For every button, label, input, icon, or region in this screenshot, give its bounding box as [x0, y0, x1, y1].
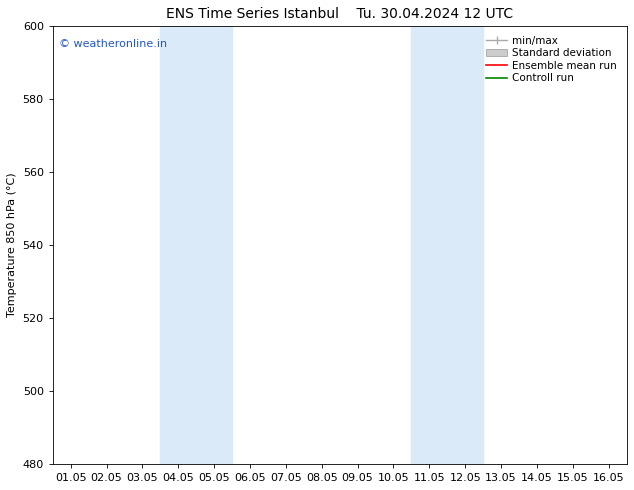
Legend: min/max, Standard deviation, Ensemble mean run, Controll run: min/max, Standard deviation, Ensemble me… [482, 31, 621, 88]
Text: © weatheronline.in: © weatheronline.in [58, 39, 167, 49]
Title: ENS Time Series Istanbul    Tu. 30.04.2024 12 UTC: ENS Time Series Istanbul Tu. 30.04.2024 … [166, 7, 514, 21]
Y-axis label: Temperature 850 hPa (°C): Temperature 850 hPa (°C) [7, 173, 17, 318]
Bar [160, 26, 232, 464]
Bar [411, 26, 483, 464]
